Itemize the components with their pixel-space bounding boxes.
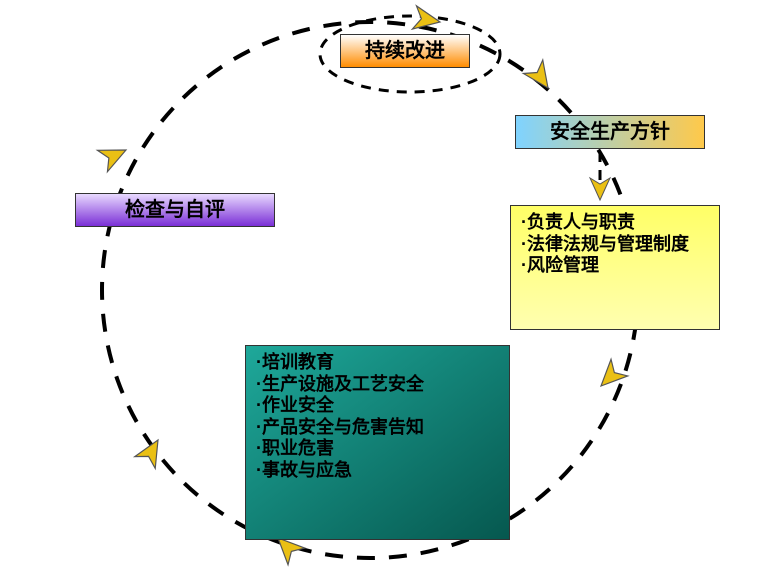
list-item: ·培训教育 — [256, 352, 499, 374]
list-item: ·负责人与职责 — [521, 212, 709, 234]
node-continuous-improvement: 持续改进 — [340, 34, 470, 68]
list-item: ·事故与应急 — [256, 460, 499, 482]
arrow-right-down — [593, 359, 628, 394]
node-safety-policy: 安全生产方针 — [515, 115, 705, 149]
list-item: ·风险管理 — [521, 255, 709, 277]
node-label: 检查与自评 — [125, 198, 225, 222]
list-item: ·职业危害 — [256, 438, 499, 460]
node-responsibilities-box: ·负责人与职责·法律法规与管理制度·风险管理 — [510, 205, 720, 330]
list-item: ·作业安全 — [256, 395, 499, 417]
node-label: 安全生产方针 — [550, 120, 670, 144]
list-item: ·产品安全与危害告知 — [256, 417, 499, 439]
right-connector-arrow — [590, 178, 610, 200]
node-check-review: 检查与自评 — [75, 193, 275, 227]
node-label: 持续改进 — [365, 39, 445, 63]
list-item: ·法律法规与管理制度 — [521, 234, 709, 256]
arrow-left-up — [97, 139, 131, 171]
arrow-top-right — [523, 60, 557, 95]
node-operations-box: ·培训教育·生产设施及工艺安全·作业安全·产品安全与危害告知·职业危害·事故与应… — [245, 345, 510, 540]
list-item: ·生产设施及工艺安全 — [256, 374, 499, 396]
